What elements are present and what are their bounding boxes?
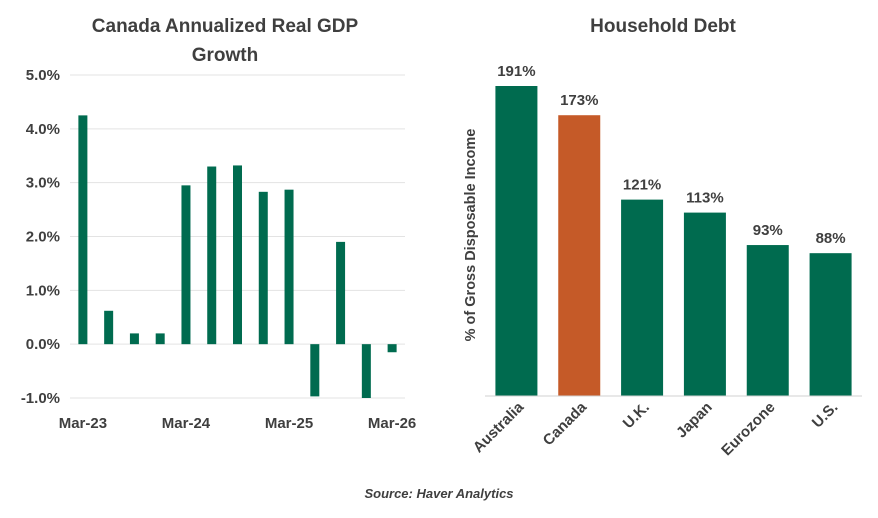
gdp-x-tick-label: Mar-24: [162, 415, 211, 432]
gdp-y-tick-label: 5.0%: [26, 67, 60, 84]
debt-data-label: 88%: [816, 230, 846, 247]
debt-category-label: Australia: [470, 398, 528, 456]
gdp-bar: [155, 333, 165, 345]
source-note: Source: Haver Analytics: [364, 486, 513, 501]
debt-bar: [683, 212, 726, 396]
debt-y-axis-label: % of Gross Disposable Income: [463, 129, 479, 342]
gdp-y-tick-label: 1.0%: [26, 282, 60, 299]
gdp-y-tick-label: 2.0%: [26, 229, 60, 246]
debt-category-label: U.K.: [620, 399, 653, 432]
gdp-bar: [258, 191, 268, 345]
debt-bar: [621, 199, 664, 396]
debt-category-label: Eurozone: [718, 399, 778, 459]
gdp-y-tick-label: -1.0%: [21, 390, 60, 407]
gdp-x-tick-labels: Mar-23 Mar-24 Mar-25 Mar-26: [59, 415, 417, 432]
gdp-x-tick-label: Mar-23: [59, 415, 107, 432]
household-debt-chart: Household Debt % of Gross Disposable Inc…: [463, 16, 862, 459]
debt-category-label: U.S.: [809, 399, 842, 432]
gdp-bar: [310, 344, 320, 397]
gdp-bar: [181, 185, 191, 345]
gdp-bar: [361, 344, 371, 398]
gdp-y-tick-label: 3.0%: [26, 175, 60, 192]
gdp-bar: [207, 166, 217, 345]
debt-data-labels: 191% 173% 121% 113% 93% 88%: [497, 63, 845, 247]
gdp-title-line-2: Growth: [192, 45, 259, 66]
debt-category-labels: Australia Canada U.K. Japan Eurozone U.S.: [470, 398, 842, 459]
debt-data-label: 113%: [686, 190, 724, 207]
gdp-bar: [104, 310, 114, 345]
debt-data-label: 173%: [560, 92, 598, 109]
gdp-chart: Canada Annualized Real GDP Growth 5.0% 4.…: [21, 16, 416, 432]
gdp-y-tick-label: 4.0%: [26, 121, 60, 138]
debt-data-label: 191%: [497, 63, 535, 80]
debt-bars: [495, 86, 852, 396]
debt-bar: [746, 245, 789, 396]
debt-bar: [495, 86, 538, 396]
gdp-x-tick-label: Mar-26: [368, 415, 416, 432]
debt-title: Household Debt: [590, 16, 736, 37]
debt-data-label: 93%: [753, 222, 783, 239]
gdp-y-tick-label: 0.0%: [26, 336, 60, 353]
gdp-bar: [387, 344, 397, 353]
gdp-bar: [284, 189, 294, 345]
gdp-x-tick-label: Mar-25: [265, 415, 313, 432]
debt-data-label: 121%: [623, 177, 661, 194]
gdp-y-tick-labels: 5.0% 4.0% 3.0% 2.0% 1.0% 0.0% -1.0%: [21, 67, 60, 407]
gdp-bar: [129, 333, 139, 345]
debt-bar: [809, 253, 852, 396]
debt-category-label: Canada: [540, 398, 591, 449]
debt-category-label: Japan: [673, 399, 716, 442]
gdp-bar: [78, 115, 88, 345]
gdp-bar: [233, 165, 242, 345]
gdp-bar: [336, 241, 346, 345]
gdp-bars: [78, 115, 397, 398]
gdp-title-line-1: Canada Annualized Real GDP: [92, 16, 359, 37]
debt-bar: [558, 115, 601, 396]
